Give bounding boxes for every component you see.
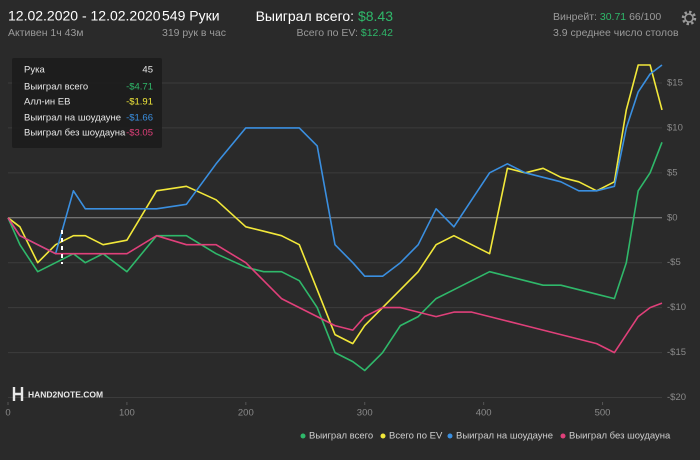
y-tick-label: -$20 [667,392,686,403]
x-tick-label: 300 [357,408,373,419]
ev-summary: Всего по EV: $12.42 [297,27,394,39]
x-tick-label: 100 [119,408,135,419]
active-time: Активен 1ч 43м [8,27,84,39]
tooltip-label: Выиграл всего [24,82,88,93]
tooltip-box [12,58,162,148]
legend-swatch [560,433,566,439]
legend-swatch [380,433,386,439]
plot: $15 $10 $5 $0 -$5 -$10 -$15 -$20 0 100 200 300 400 50… [5,64,686,442]
legend-label: Выиграл без шоудауна [569,431,671,442]
won-label: Выиграл всего: [256,8,355,24]
logo-text: HAND2NOTE.COM [28,389,103,399]
tooltip-value: -$3.05 [126,128,153,139]
winrate: Винрейт: 30.71 66/100 [553,11,661,23]
y-tick-label: -$10 [667,302,686,313]
y-tick-label: $0 [667,212,678,223]
gear-teeth [681,10,697,26]
tooltip-label: Выиграл без шоудауна [24,128,126,139]
series-line [7,217,663,354]
x-tick-label: 400 [476,408,492,419]
tooltip-value: 45 [142,65,153,76]
tooltip: Рука 45 Выиграл всего -$4.71 Алл-ин EB -… [12,58,162,148]
y-tick-label: $15 [667,77,683,88]
series-line [7,64,663,345]
winrate-value: 30.71 [600,11,626,23]
legend-label: Выиграл на шоудауне [456,431,553,442]
tooltip-label: Алл-ин EB [24,97,70,108]
tooltip-label: Рука [24,65,45,76]
tooltip-value: -$4.71 [126,82,153,93]
legend-label: Всего по EV [389,431,443,442]
y-tick-label: -$5 [667,257,681,268]
tooltip-value: -$1.91 [126,97,153,108]
logo-icon [12,387,24,401]
winrate-count: 66/100 [629,11,661,23]
date-range: 12.02.2020 - 12.02.2020 [8,8,161,24]
logo: HAND2NOTE.COM [12,387,103,401]
settings-button[interactable] [681,10,697,26]
x-tick-label: 0 [5,408,10,419]
tooltip-value: -$1.66 [126,113,153,124]
winrate-label: Винрейт: [553,11,597,23]
legend-swatch [447,433,453,439]
y-tick-label: -$15 [667,347,686,358]
y-tick-label: $5 [667,167,678,178]
ev-label: Всего по EV: [297,27,358,39]
gear-ring [684,13,694,23]
won-summary: Выиграл всего: $8.43 [256,8,394,24]
won-value: $8.43 [358,8,393,24]
tooltip-label: Выиграл на шоудауне [24,113,121,124]
ev-value: $12.42 [361,27,393,39]
x-tick-label: 200 [238,408,254,419]
series-line [7,64,663,277]
hands: 549 Руки [162,8,220,24]
legend-label: Выиграл всего [309,431,373,442]
x-tick-label: 500 [595,408,611,419]
y-tick-label: $10 [667,122,683,133]
legend-swatch [300,433,306,439]
hands-per-hour: 319 рук в час [162,27,226,39]
tables: 3.9 среднее число столов [553,27,679,39]
